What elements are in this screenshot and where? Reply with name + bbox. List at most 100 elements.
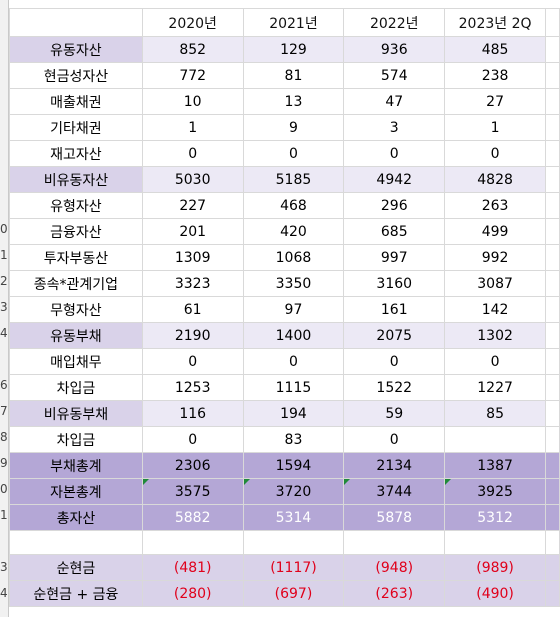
value-cell[interactable]: 992 [444,244,547,271]
value-cell[interactable]: 3087 [444,270,547,297]
year-header-cell[interactable]: 2022년 [343,8,446,37]
row-label[interactable]: 순현금 [9,554,143,581]
value-cell[interactable]: 499 [444,218,547,245]
value-cell[interactable]: 61 [141,296,244,323]
cell[interactable] [545,504,560,531]
row-label[interactable]: 금융자산 [9,218,143,245]
value-cell[interactable]: 161 [343,296,446,323]
value-cell[interactable]: (989) [444,554,547,581]
value-cell[interactable]: 0 [343,426,446,453]
row-label[interactable]: 재고자산 [9,140,143,167]
row-label[interactable]: 매출채권 [9,88,143,115]
cell[interactable] [545,62,560,89]
value-cell[interactable]: (481) [141,554,244,581]
row-label[interactable]: 차입금 [9,426,143,453]
cell[interactable] [545,452,560,479]
value-cell[interactable]: 97 [242,296,345,323]
value-cell[interactable]: 0 [141,426,244,453]
value-cell[interactable]: 0 [141,140,244,167]
row-number[interactable]: 1 [0,508,8,522]
row-number[interactable]: 9 [0,456,8,470]
value-cell[interactable]: 2134 [343,452,446,479]
row-number[interactable]: 3 [0,560,8,574]
value-cell[interactable]: 13 [242,88,345,115]
value-cell[interactable]: 3925 [444,478,547,505]
row-label[interactable]: 무형자산 [9,296,143,323]
value-cell[interactable] [444,426,547,453]
year-header-cell[interactable]: 2021년 [242,8,345,37]
row-label[interactable]: 유형자산 [9,192,143,219]
cell[interactable] [545,400,560,427]
row-number[interactable]: 1 [0,248,8,262]
value-cell[interactable]: 420 [242,218,345,245]
row-label[interactable]: 비유동자산 [9,166,143,193]
value-cell[interactable]: 3744 [343,478,446,505]
value-cell[interactable]: 1387 [444,452,547,479]
value-cell[interactable]: 227 [141,192,244,219]
cell[interactable] [545,270,560,297]
cell[interactable] [545,322,560,349]
row-number[interactable]: 0 [0,482,8,496]
row-number[interactable]: 4 [0,326,8,340]
value-cell[interactable]: 5030 [141,166,244,193]
value-cell[interactable]: 1302 [444,322,547,349]
cell[interactable] [545,114,560,141]
row-number[interactable]: 7 [0,404,8,418]
cell[interactable] [444,530,547,555]
value-cell[interactable]: 0 [141,348,244,375]
value-cell[interactable]: 574 [343,62,446,89]
row-label[interactable]: 부채총계 [9,452,143,479]
year-header-cell[interactable]: 2020년 [141,8,244,37]
value-cell[interactable]: 0 [343,140,446,167]
year-header-cell[interactable]: 2023년 2Q [444,8,547,37]
value-cell[interactable]: 59 [343,400,446,427]
value-cell[interactable]: 1068 [242,244,345,271]
row-label[interactable]: 매입채무 [9,348,143,375]
row-number[interactable]: 6 [0,378,8,392]
value-cell[interactable]: 1400 [242,322,345,349]
cell[interactable] [545,530,560,555]
value-cell[interactable]: 10 [141,88,244,115]
value-cell[interactable]: 0 [242,140,345,167]
row-number[interactable]: 4 [0,586,8,600]
value-cell[interactable]: 1 [141,114,244,141]
cell[interactable] [343,530,446,555]
value-cell[interactable]: (697) [242,580,345,607]
value-cell[interactable]: 142 [444,296,547,323]
value-cell[interactable]: 201 [141,218,244,245]
value-cell[interactable]: 116 [141,400,244,427]
cell[interactable] [242,530,345,555]
cell[interactable] [545,8,560,37]
value-cell[interactable]: 852 [141,36,244,63]
cell[interactable] [545,36,560,63]
value-cell[interactable]: 0 [444,140,547,167]
cell[interactable] [9,530,143,555]
row-label[interactable]: 순현금 + 금융 [9,580,143,607]
row-number[interactable]: 0 [0,222,8,236]
row-label[interactable]: 기타채권 [9,114,143,141]
value-cell[interactable]: 468 [242,192,345,219]
value-cell[interactable]: 1522 [343,374,446,401]
value-cell[interactable]: 129 [242,36,345,63]
row-label[interactable]: 현금성자산 [9,62,143,89]
value-cell[interactable]: (280) [141,580,244,607]
value-cell[interactable]: (1117) [242,554,345,581]
value-cell[interactable]: 936 [343,36,446,63]
value-cell[interactable]: 1253 [141,374,244,401]
value-cell[interactable]: (490) [444,580,547,607]
value-cell[interactable]: 2075 [343,322,446,349]
row-label[interactable]: 종속*관계기업 [9,270,143,297]
value-cell[interactable]: 238 [444,62,547,89]
value-cell[interactable]: 0 [343,348,446,375]
row-label[interactable]: 총자산 [9,504,143,531]
row-label[interactable]: 유동부채 [9,322,143,349]
value-cell[interactable]: 2190 [141,322,244,349]
value-cell[interactable]: 83 [242,426,345,453]
value-cell[interactable]: 772 [141,62,244,89]
cell[interactable] [545,580,560,607]
value-cell[interactable]: 3350 [242,270,345,297]
row-label[interactable]: 투자부동산 [9,244,143,271]
value-cell[interactable]: 81 [242,62,345,89]
value-cell[interactable]: 3160 [343,270,446,297]
value-cell[interactable]: 3575 [141,478,244,505]
